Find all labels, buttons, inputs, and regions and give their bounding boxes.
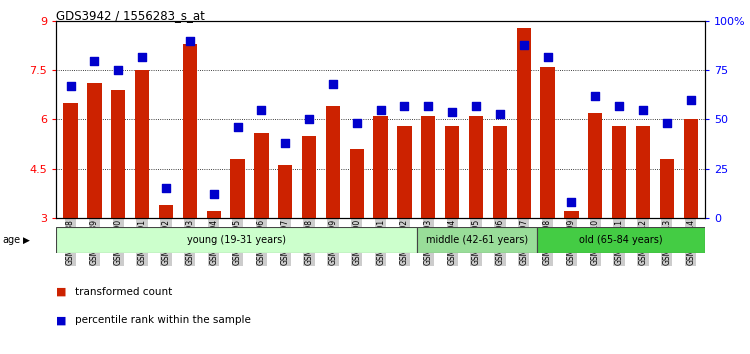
Bar	[517, 28, 531, 218]
Bar	[469, 116, 483, 218]
Point	[470, 103, 482, 109]
Text: percentile rank within the sample: percentile rank within the sample	[75, 315, 250, 325]
Point	[64, 83, 76, 89]
Point	[374, 107, 387, 113]
Point	[208, 191, 220, 197]
Bar	[564, 211, 578, 218]
Point	[279, 140, 291, 146]
Bar	[350, 149, 364, 218]
Text: young (19-31 years): young (19-31 years)	[187, 235, 286, 245]
Bar	[537, 227, 705, 253]
Bar	[612, 126, 626, 218]
Point	[637, 107, 649, 113]
Text: ■: ■	[56, 315, 67, 325]
Bar	[660, 159, 674, 218]
Point	[327, 81, 339, 87]
Point	[494, 111, 506, 116]
Text: ▶: ▶	[22, 235, 29, 245]
Point	[112, 68, 125, 73]
Point	[303, 116, 315, 122]
Point	[422, 103, 434, 109]
Bar	[183, 44, 197, 218]
Text: GDS3942 / 1556283_s_at: GDS3942 / 1556283_s_at	[56, 9, 205, 22]
Point	[398, 103, 410, 109]
Point	[614, 103, 626, 109]
Point	[184, 38, 196, 44]
Bar	[254, 133, 268, 218]
Text: middle (42-61 years): middle (42-61 years)	[426, 235, 528, 245]
Point	[88, 58, 101, 63]
Bar	[422, 116, 436, 218]
Point	[542, 54, 554, 59]
Bar	[445, 126, 459, 218]
Text: age: age	[2, 235, 20, 245]
Text: transformed count: transformed count	[75, 287, 172, 297]
Bar	[326, 106, 340, 218]
Point	[590, 93, 602, 99]
Point	[232, 125, 244, 130]
Bar	[636, 126, 650, 218]
Bar	[588, 113, 602, 218]
Bar	[111, 90, 125, 218]
Point	[160, 185, 172, 191]
Bar	[302, 136, 316, 218]
Bar	[398, 126, 412, 218]
Bar	[135, 70, 149, 218]
Bar	[159, 205, 173, 218]
Bar	[541, 67, 555, 218]
Point	[518, 42, 530, 48]
Point	[136, 54, 148, 59]
Bar	[374, 116, 388, 218]
Bar	[417, 227, 537, 253]
Point	[566, 199, 578, 205]
Point	[255, 107, 267, 113]
Point	[661, 121, 673, 126]
Bar	[493, 126, 507, 218]
Text: old (65-84 years): old (65-84 years)	[579, 235, 663, 245]
Bar	[56, 227, 417, 253]
Bar	[64, 103, 78, 218]
Point	[685, 97, 697, 103]
Bar	[206, 211, 220, 218]
Point	[446, 109, 458, 114]
Text: ■: ■	[56, 287, 67, 297]
Bar	[683, 120, 698, 218]
Bar	[230, 159, 244, 218]
Bar	[87, 84, 101, 218]
Point	[351, 121, 363, 126]
Bar	[278, 165, 292, 218]
